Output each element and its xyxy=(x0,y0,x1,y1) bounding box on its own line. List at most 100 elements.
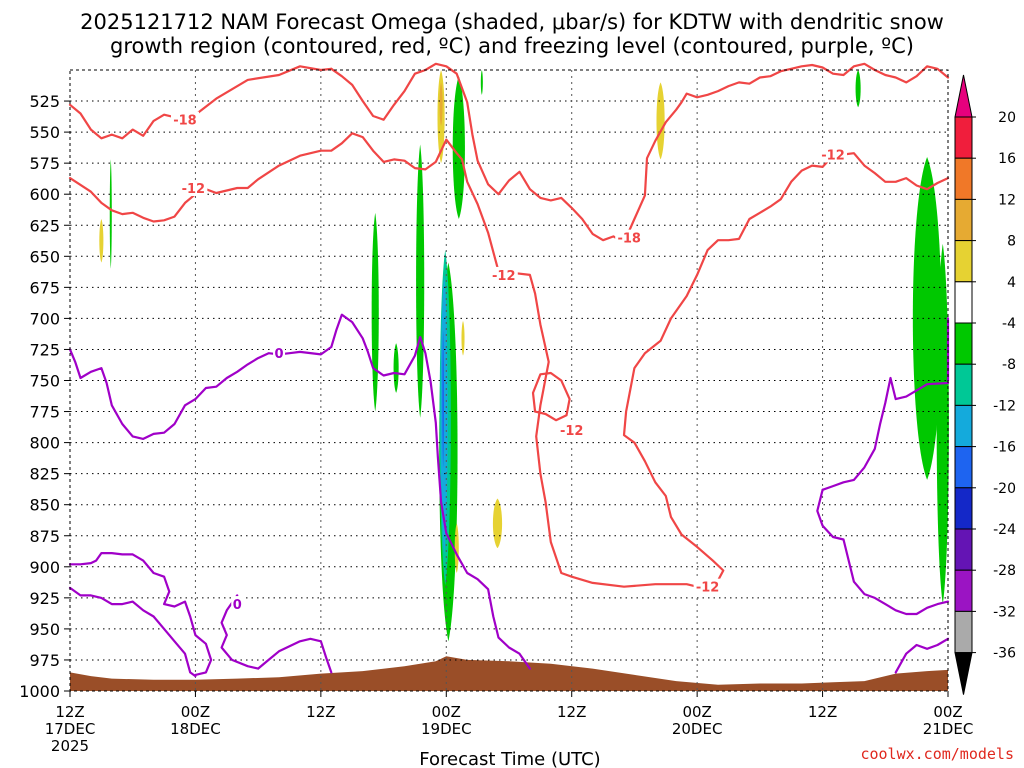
contour-label: -12 xyxy=(821,148,845,163)
x-tick-label: 19DEC xyxy=(421,720,472,738)
omega-shade-region xyxy=(439,82,443,126)
colorbar-label: -8 xyxy=(1002,357,1016,373)
contour-label-bg xyxy=(179,179,208,196)
y-tick-label: 950 xyxy=(29,620,60,639)
colorbar-bin xyxy=(954,446,973,489)
colorbar-label: -28 xyxy=(993,563,1016,579)
x-tick-label: 12Z xyxy=(306,703,335,721)
dgz-contour xyxy=(68,132,500,273)
colorbar-bin xyxy=(954,528,973,571)
contour-label-layer: -18 -12 -12 -12 -18 -12 -12 0 0 xyxy=(170,111,848,613)
freezing-level-contour xyxy=(821,376,950,491)
y-tick-label: 775 xyxy=(29,403,60,422)
y-tick-label: 675 xyxy=(29,278,60,297)
colorbar-label: -32 xyxy=(993,604,1016,620)
freezing-level-contour xyxy=(894,637,950,674)
contour-label-bg xyxy=(489,266,518,283)
freezing-level-contour xyxy=(68,551,213,677)
colorbar-label: -36 xyxy=(993,646,1016,662)
x-tick-label: 00Z xyxy=(432,703,461,721)
contour-label-bg xyxy=(615,229,644,246)
omega-shade-region xyxy=(492,498,503,549)
x-tick-label: 12Z xyxy=(808,703,837,721)
dgz-contour xyxy=(68,65,333,140)
contour-label: -18 xyxy=(173,114,197,129)
x-tick-label: 12Z xyxy=(557,703,586,721)
x-tick-label: 00Z xyxy=(181,703,210,721)
colorbar-label: 16 xyxy=(998,151,1016,167)
omega-shade-region xyxy=(936,243,949,605)
colorbar-bin xyxy=(954,198,973,242)
y-tick-label: 825 xyxy=(29,465,60,484)
colorbar-bin xyxy=(954,569,973,612)
omega-shade-region xyxy=(109,159,112,269)
y-tick-label: 650 xyxy=(29,247,60,266)
y-tick-label: 525 xyxy=(29,92,60,111)
x-tick-label: 18DEC xyxy=(170,720,221,738)
omega-shade-region xyxy=(393,343,399,393)
terrain-surface xyxy=(70,656,948,691)
colorbar-label: 8 xyxy=(1007,234,1016,250)
freezing-level-contour xyxy=(220,594,333,674)
contour-label-bg xyxy=(693,578,722,595)
dgz-contour xyxy=(330,62,950,244)
omega-shade-region xyxy=(99,219,104,263)
x-tick-label: 00Z xyxy=(682,703,711,721)
x-tick-label: 21DEC xyxy=(923,720,974,738)
freezing-level-contour xyxy=(68,313,532,670)
terrain-layer xyxy=(70,656,948,691)
omega-shade-region xyxy=(855,70,861,108)
colorbar-label: 20 xyxy=(998,110,1016,126)
colorbar-bin xyxy=(954,610,973,654)
colorbar-label: -20 xyxy=(993,481,1016,497)
x-tick-label: 12Z xyxy=(55,703,84,721)
grid-layer xyxy=(70,70,948,691)
omega-shade-region xyxy=(416,144,425,418)
colorbar: 20 16 12 8 4 -4 -8 -12 -16 -20 -24 -28 -32 -36 xyxy=(954,74,1016,695)
omega-shade-region xyxy=(912,156,942,480)
colorbar-bin xyxy=(954,157,973,200)
contour-label: 0 xyxy=(233,598,242,613)
omega-shade-region xyxy=(656,82,665,160)
chart-title-line2: growth region (contoured, red, ºC) and f… xyxy=(110,34,914,58)
omega-shade-region xyxy=(480,70,483,95)
dgz-contour xyxy=(531,371,571,422)
colorbar-label: -16 xyxy=(993,440,1016,456)
colorbar-over-arrow xyxy=(954,74,973,118)
y-tick-label: 875 xyxy=(29,527,60,546)
colorbar-bin xyxy=(954,281,973,324)
contour-label: -12 xyxy=(182,182,206,197)
x-axis-label: Forecast Time (UTC) xyxy=(419,749,600,768)
colorbar-bin xyxy=(954,404,973,448)
omega-shade-region xyxy=(371,212,379,412)
plot-area: -18 -12 -12 -12 -18 -12 -12 0 0 xyxy=(68,62,950,692)
freezing-level-contour xyxy=(68,586,197,678)
y-tick-label: 625 xyxy=(29,216,60,235)
colorbar-bin xyxy=(954,322,973,365)
y-tick-label: 1000 xyxy=(19,682,60,701)
y-tick-label: 975 xyxy=(29,651,60,670)
x-tick-label: 2025 xyxy=(51,737,89,755)
contour-label-bg xyxy=(557,422,586,439)
plot-frame xyxy=(69,69,949,692)
colorbar-bin xyxy=(954,363,973,406)
contour-label: -12 xyxy=(560,424,584,439)
y-tick-label: 800 xyxy=(29,434,60,453)
y-tick-label: 900 xyxy=(29,558,60,577)
y-tick-label: 750 xyxy=(29,372,60,391)
contour-label: -12 xyxy=(696,581,720,596)
y-tick-label: 575 xyxy=(29,154,60,173)
contour-layer xyxy=(68,62,950,678)
omega-shade-region xyxy=(452,76,465,220)
colorbar-under-arrow xyxy=(954,652,973,695)
colorbar-label: -4 xyxy=(1002,316,1016,332)
y-tick-label: 550 xyxy=(29,123,60,142)
x-tick-label: 17DEC xyxy=(45,720,96,738)
colorbar-bin xyxy=(954,240,973,283)
colorbar-bin xyxy=(954,487,973,530)
credit-text: coolwx.com/models xyxy=(860,745,1014,763)
colorbar-label: 4 xyxy=(1007,275,1016,291)
dgz-contour xyxy=(497,152,950,588)
